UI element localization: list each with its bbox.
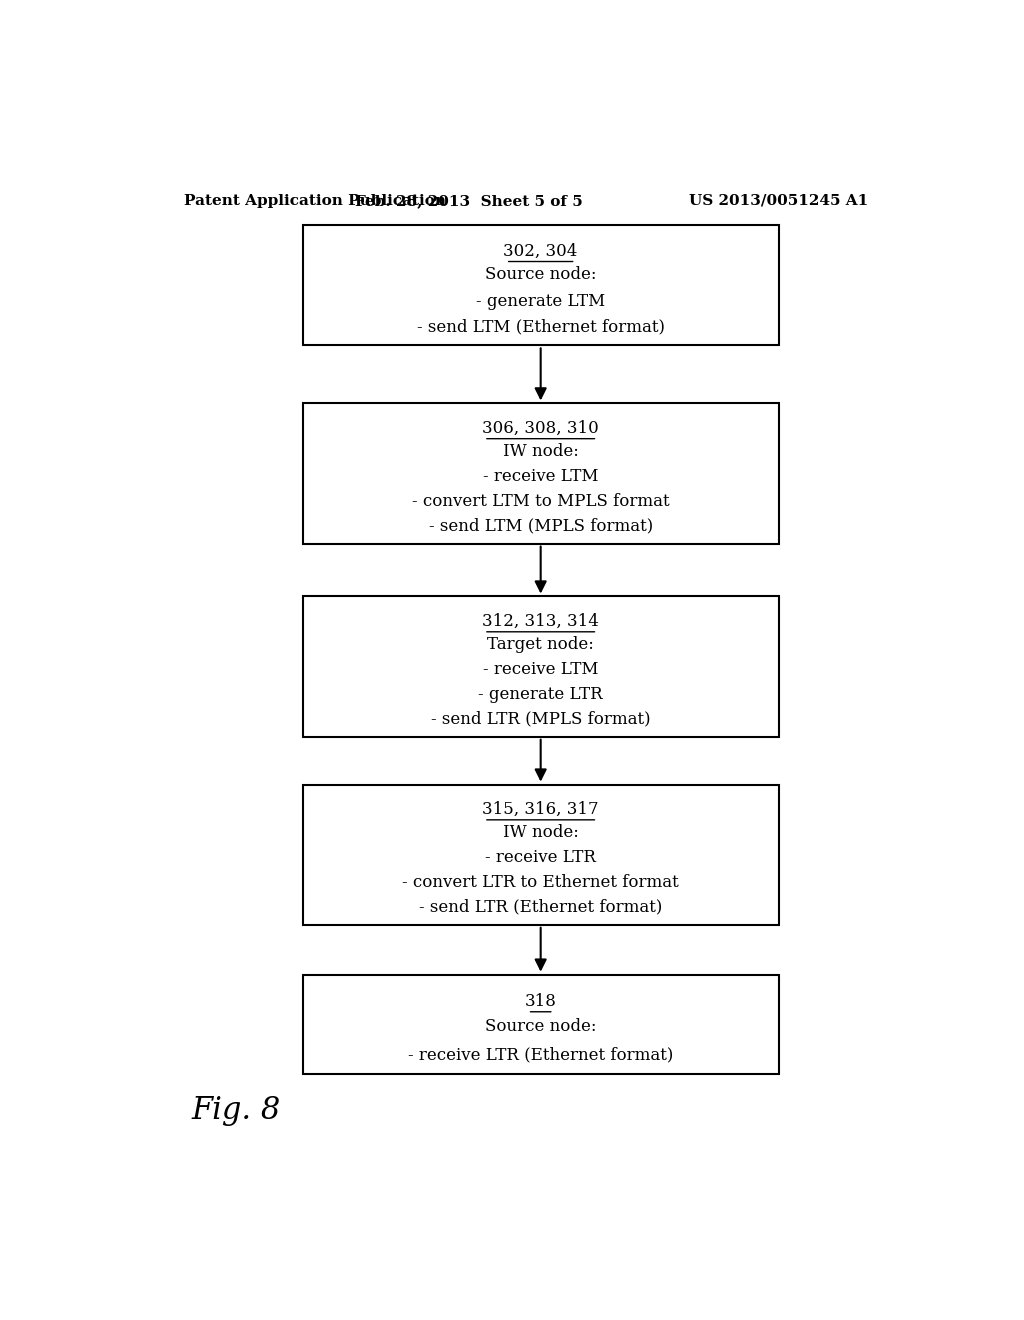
Bar bbox=[303, 974, 778, 1074]
Bar bbox=[303, 226, 778, 346]
Text: 302, 304: 302, 304 bbox=[504, 243, 578, 260]
Text: - send LTM (MPLS format): - send LTM (MPLS format) bbox=[429, 517, 652, 535]
Text: - receive LTM: - receive LTM bbox=[483, 660, 598, 677]
Text: Fig. 8: Fig. 8 bbox=[191, 1096, 281, 1126]
Text: 315, 316, 317: 315, 316, 317 bbox=[482, 801, 599, 818]
Text: IW node:: IW node: bbox=[503, 442, 579, 459]
Text: - generate LTM: - generate LTM bbox=[476, 293, 605, 310]
Bar bbox=[303, 404, 778, 544]
Text: 306, 308, 310: 306, 308, 310 bbox=[482, 420, 599, 437]
Bar bbox=[303, 597, 778, 737]
Text: - receive LTM: - receive LTM bbox=[483, 467, 598, 484]
Text: - receive LTR (Ethernet format): - receive LTR (Ethernet format) bbox=[408, 1047, 674, 1064]
Text: IW node:: IW node: bbox=[503, 824, 579, 841]
Text: - convert LTR to Ethernet format: - convert LTR to Ethernet format bbox=[402, 874, 679, 891]
Text: Patent Application Publication: Patent Application Publication bbox=[183, 194, 445, 209]
Text: 312, 313, 314: 312, 313, 314 bbox=[482, 612, 599, 630]
Text: 318: 318 bbox=[524, 993, 557, 1010]
Text: - receive LTR: - receive LTR bbox=[485, 849, 596, 866]
Bar bbox=[303, 784, 778, 925]
Text: - send LTR (MPLS format): - send LTR (MPLS format) bbox=[431, 710, 650, 727]
Text: - generate LTR: - generate LTR bbox=[478, 685, 603, 702]
Text: Feb. 28, 2013  Sheet 5 of 5: Feb. 28, 2013 Sheet 5 of 5 bbox=[355, 194, 583, 209]
Text: - send LTM (Ethernet format): - send LTM (Ethernet format) bbox=[417, 318, 665, 335]
Text: - send LTR (Ethernet format): - send LTR (Ethernet format) bbox=[419, 899, 663, 916]
Text: US 2013/0051245 A1: US 2013/0051245 A1 bbox=[689, 194, 868, 209]
Text: Source node:: Source node: bbox=[485, 1019, 596, 1035]
Text: Source node:: Source node: bbox=[485, 267, 596, 284]
Text: - convert LTM to MPLS format: - convert LTM to MPLS format bbox=[412, 492, 670, 510]
Text: Target node:: Target node: bbox=[487, 636, 594, 652]
